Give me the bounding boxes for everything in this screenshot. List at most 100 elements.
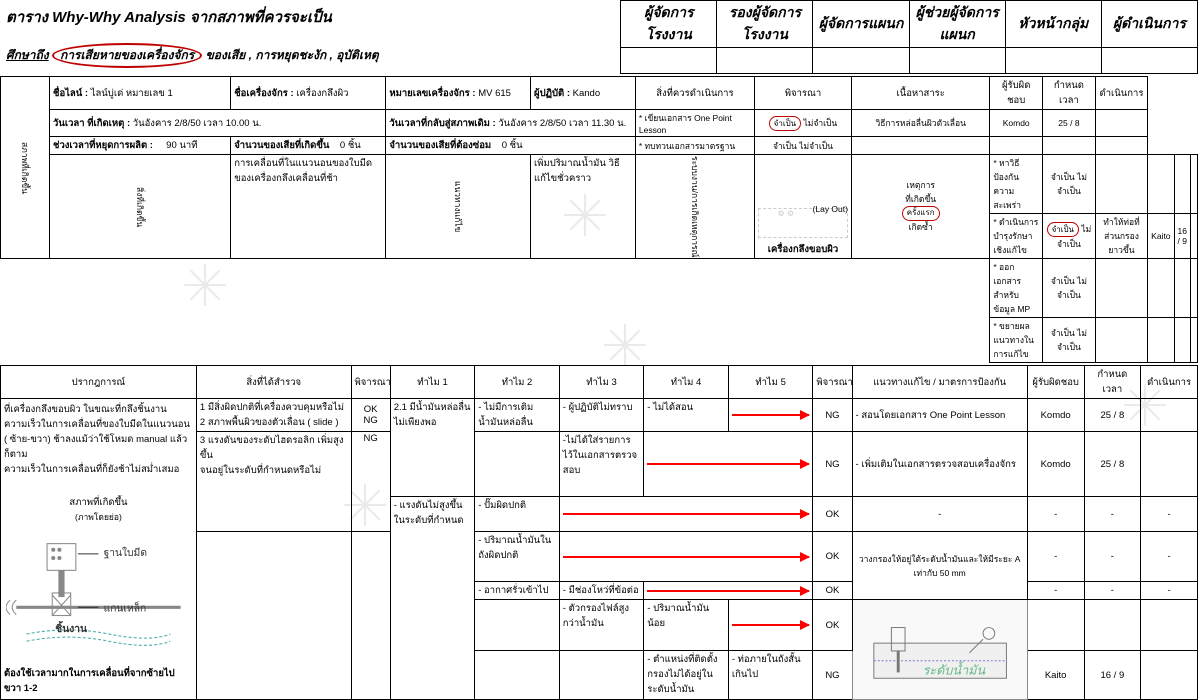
w2-5: - อากาศรั่วเข้าไป: [475, 582, 560, 600]
svg-text:ชิ้นงาน: ชิ้นงาน: [55, 620, 87, 635]
why-col-1: สิ่งที่ได้สำรวจ: [196, 366, 351, 399]
judge-2: NG: [813, 432, 852, 497]
action-item-4: * ออกเอกสารสำหรับข้อมูล MP: [990, 259, 1043, 318]
side-label-0: สภาพที่เกิดขึ้น: [1, 77, 50, 259]
w2-3: - ปั๊มผิดปกติ: [475, 497, 560, 532]
survey-1: 1 มีสิ่งผิดปกติที่เครื่องควบคุมหรือไม่: [200, 400, 348, 415]
action-item-2: * หาวิธีป้องกันความสะเพร่า: [990, 155, 1043, 214]
fix-2: - เพิ่มเติมในเอกสารตรวจสอบเครื่องจักร: [852, 432, 1027, 497]
resp-3: -: [1027, 497, 1084, 532]
survey-3b: จนอยู่ในระดับที่กำหนดหรือไม่: [200, 463, 348, 478]
diagram-1: ฐานใบมีด แกนเหล็ก ชิ้นงาน: [6, 530, 191, 660]
why-col-9: แนวทางแก้ไข / มาตรการป้องกัน: [852, 366, 1027, 399]
svg-text:ระดับน้ำมัน: ระดับน้ำมัน: [922, 660, 985, 677]
study-circled: การเสียหายของเครื่องจักร: [52, 43, 202, 68]
tempfix-label: แนวทางแก้ไข: [386, 155, 531, 259]
phenom-line-2: ( ซ้าย-ขวา) ช้าลงแม้ว่าใช้โหมด manual แล…: [4, 432, 193, 462]
layout-text: (Lay Out): [813, 204, 848, 214]
arrow-icon: [647, 590, 809, 592]
phenom-1: การเคลื่อนที่ในแนวนอนของใบมีด: [234, 156, 382, 171]
due-4: -: [1084, 532, 1141, 582]
why-col-7: ทำไม 5: [728, 366, 813, 399]
resp-header: ผู้รับผิดชอบ: [990, 77, 1043, 110]
line-label: ชื่อไลน์ :: [53, 88, 88, 99]
exec-4: -: [1141, 532, 1198, 582]
action-due-3: 16 / 9: [1174, 214, 1190, 259]
action-due-0: 25 / 8: [1043, 110, 1096, 137]
operator-label: ผู้ปฏิบัติ :: [534, 88, 570, 99]
arrow-icon: [563, 556, 810, 558]
fix-3: -: [852, 497, 1027, 532]
sig-col-4: หัวหน้ากลุ่ม: [1005, 1, 1101, 48]
when-label: วันเวลา ที่เกิดเหตุ :: [53, 118, 130, 129]
action-judge-5: จำเป็น ไม่จำเป็น: [1043, 318, 1096, 363]
machine-val: เครื่องกลึงผิว: [296, 88, 348, 99]
sig-col-5: ผู้ดำเนินการ: [1101, 1, 1197, 48]
svg-text:ฐานใบมีด: ฐานใบมีด: [104, 547, 147, 559]
repair-val: 0 ชิ้น: [502, 140, 523, 151]
sig-col-1: รองผู้จัดการโรงงาน: [717, 1, 813, 48]
w1-3: - แรงดันไม่สูงขึ้นในระดับที่กำหนด: [390, 497, 475, 700]
due-2: 25 / 8: [1084, 432, 1141, 497]
judge-4: OK: [813, 532, 852, 582]
w3-5: - มีช่องโหว่ที่ข้อต่อ: [559, 582, 644, 600]
why-col-5: ทำไม 3: [559, 366, 644, 399]
machine-label: ชื่อเครื่องจักร :: [234, 88, 293, 99]
action-item-1: * ทบทวนเอกสารมาตรฐาน: [635, 137, 754, 155]
arrow-icon: [732, 414, 810, 416]
phenom-2: ของเครื่องกลึงเคลื่อนที่ช้า: [234, 171, 382, 186]
when-val: วันอังคาร 2/8/50 เวลา 10.00 น.: [133, 118, 262, 129]
operator-val: Kando: [573, 88, 600, 99]
survey-3a: 3 แรงดันของระดับไฮดรอลิก เพิ่มสูงขึ้น: [200, 433, 348, 463]
w4-7: - ตำแหน่งที่ติดตั้งกรองไม่ได้อยู่ในระดับ…: [644, 651, 729, 700]
diagram-2: ระดับน้ำมัน: [852, 600, 1027, 700]
first-label: ครั้งแรก: [902, 206, 940, 221]
due-7: 16 / 9: [1084, 651, 1141, 700]
action-header: สิ่งที่ควรดำเนินการ: [635, 77, 754, 110]
phenom-line-3: ความเร็วในการเคลื่อนที่ก็ยังช้าไม่สม่ำเส…: [4, 462, 193, 477]
sig-col-2: ผู้จัดการแผนก: [813, 1, 909, 48]
phenom-line-1: ความเร็วในการเคลื่อนที่ของใบมีดในแนวนอน: [4, 417, 193, 432]
info-table: สภาพที่เกิดขึ้น ชื่อไลน์ : ไลน์บู่เด่ หม…: [0, 76, 1198, 363]
action-judge-4: จำเป็น ไม่จำเป็น: [1043, 259, 1096, 318]
action-item-5: * ขยายผลแนวทางในการแก้ไข: [990, 318, 1043, 363]
w4-6: - ปริมาณน้ำมันน้อย: [644, 600, 729, 651]
defect-label: จำนวนของเสียที่เกิดขึ้น: [234, 140, 329, 151]
action-content-0: วิธีการหล่อลื่นผิวตัวเลื่อน: [851, 110, 989, 137]
action-resp-0: Komdo: [990, 110, 1043, 137]
resp-4: -: [1027, 532, 1084, 582]
action-resp-3: Kaito: [1148, 214, 1174, 259]
judge-3: OK: [813, 497, 852, 532]
defect-val: 0 ชิ้น: [340, 140, 361, 151]
exec-header: ดำเนินการ: [1095, 77, 1147, 110]
repeat-label: เกิดซ้ำ: [909, 222, 933, 232]
svg-text:แกนเหล็ก: แกนเหล็ก: [104, 601, 147, 615]
content-header: เนื้อหาสาระ: [851, 77, 989, 110]
judge-1: NG: [813, 399, 852, 432]
diagram-sub: (ภาพโดยย่อ): [4, 510, 193, 524]
layout-label: ระบบงาน/การเกิดเหตุการณ์: [635, 155, 754, 259]
due-header: กำหนดเวลา: [1043, 77, 1096, 110]
side-label-1: สิ่งที่เกิดขึ้น: [50, 155, 231, 259]
due-3: -: [1084, 497, 1141, 532]
why-col-4: ทำไม 2: [475, 366, 560, 399]
action-item-0: * เขียนเอกสาร One Point Lesson: [635, 110, 754, 137]
w5-7: - ท่อภายในถังสั้นเกินไป: [728, 651, 813, 700]
resp-2: Komdo: [1027, 432, 1084, 497]
doc-title: ตาราง Why-Why Analysis จากสภาพที่ควรจะเป…: [6, 5, 614, 29]
survey-2: 2 สภาพพื้นผิวของตัวเลื่อน ( slide ): [200, 415, 348, 430]
fix-5: วางกรองให้อยู่ใต้ระดับน้ำมันและให้มีระยะ…: [852, 532, 1027, 600]
sig-col-3: ผู้ช่วยผู้จัดการแผนก: [909, 1, 1005, 48]
resp-1: Komdo: [1027, 399, 1084, 432]
due-1: 25 / 8: [1084, 399, 1141, 432]
line-val: ไลน์บู่เด่ หมายเลข 1: [91, 88, 173, 99]
code-label: หมายเลขเครื่องจักร :: [389, 88, 475, 99]
why-col-2: พิจารณา: [351, 366, 390, 399]
cause-label: เหตุการ: [906, 180, 935, 190]
stop-label: ช่วงเวลาที่หยุดการผลิต :: [53, 140, 153, 151]
action-judge-2: จำเป็น ไม่จำเป็น: [1043, 155, 1096, 214]
why-table: ปรากฎการณ์ สิ่งที่ได้สำรวจ พิจารณา ทำไม …: [0, 365, 1198, 700]
diagram-note-2: ขวา 1-2: [4, 681, 193, 696]
layout-name: เครื่องกลึงขอบผิว: [768, 244, 838, 255]
arrow-icon: [732, 624, 810, 626]
